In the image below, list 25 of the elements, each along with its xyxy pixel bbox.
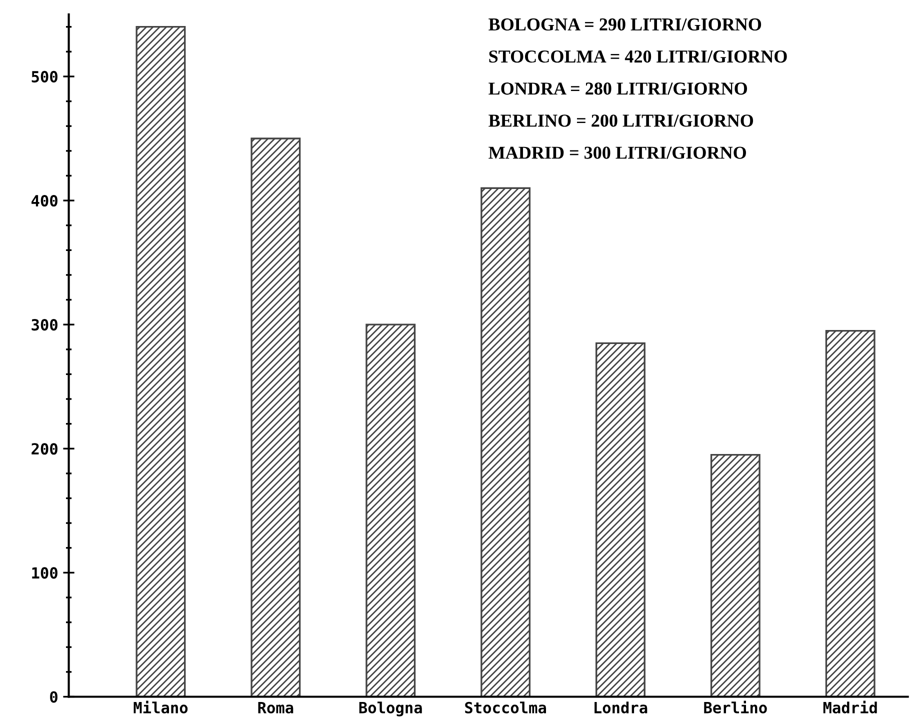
y-tick-label: 200 [32,443,58,455]
bar [825,330,876,697]
bar [480,187,531,697]
annotation: MADRID = 300 LITRI/GIORNO [488,146,746,159]
bar [136,26,186,697]
x-tick-label: Bologna [359,702,422,716]
y-tick-label: 0 [50,691,58,703]
x-tick-label: Roma [258,702,294,714]
annotation: LONDRA = 280 LITRI/GIORNO [488,82,748,95]
x-tick-label: Madrid [823,700,877,714]
x-tick-label: Milano [134,700,188,714]
annotation: BOLOGNA = 290 LITRI/GIORNO [488,18,762,31]
bar [710,454,760,697]
y-tick-label: 400 [32,194,58,207]
y-tick-label: 300 [32,319,58,331]
bar [596,342,646,697]
x-tick-label: Londra [594,702,648,714]
annotation: STOCCOLMA = 420 LITRI/GIORNO [489,50,787,63]
annotation: BERLINO = 200 LITRI/GIORNO [488,114,754,127]
bar [366,324,416,697]
x-tick-label: Stoccolma [465,702,546,714]
x-tick-label: Berlino [704,700,767,714]
y-tick-label: 100 [32,567,58,579]
bar [250,138,301,697]
y-tick-label: 500 [32,70,58,82]
